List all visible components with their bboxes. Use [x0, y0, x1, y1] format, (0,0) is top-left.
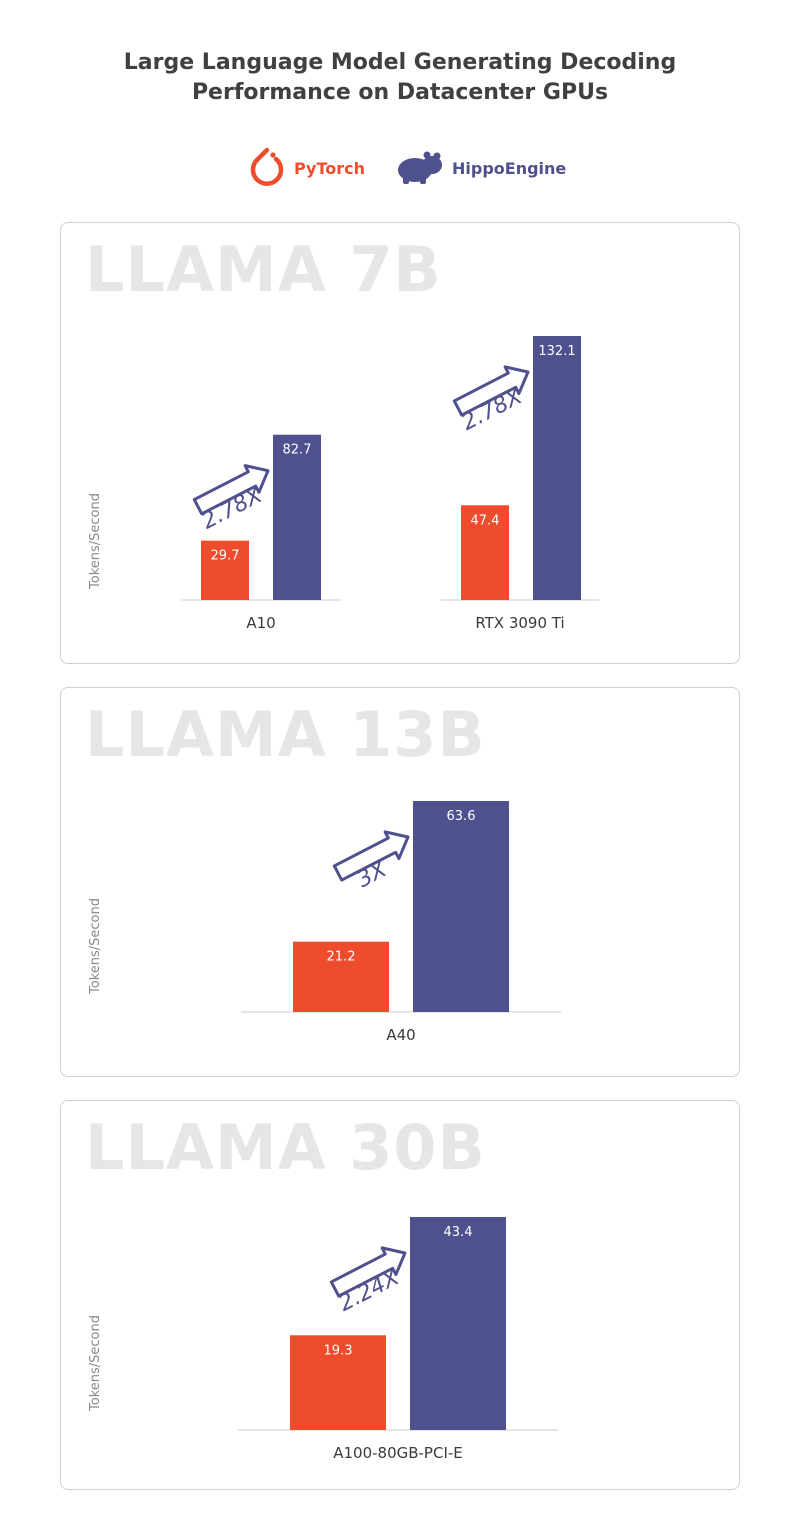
x-tick-label: A10 [246, 614, 275, 632]
panel-title: LLAMA 30B [85, 1111, 486, 1184]
panel-title: LLAMA 7B [85, 233, 442, 306]
title-line-2: Performance on Datacenter GPUs [191, 80, 609, 105]
x-tick-label: A40 [386, 1026, 415, 1044]
legend: PyTorch HippoEngine [0, 146, 800, 190]
legend-label-hippo: HippoEngine [452, 158, 567, 178]
title-line-1: Large Language Model Generating Decoding [123, 50, 677, 75]
speedup-label: 3X [353, 857, 391, 893]
y-axis-label: Tokens/Second [88, 1315, 103, 1412]
panel-llama-30b: LLAMA 30B Tokens/Second A100-80GB-PCI-E 19… [60, 1100, 740, 1490]
bar-pytorch [201, 540, 249, 600]
speedup-annotation: 2.24X [329, 1246, 407, 1317]
bar-hippoengine [273, 434, 321, 600]
speedup-label: 2.78X [458, 384, 527, 436]
bar-hippoengine [410, 1217, 506, 1430]
data-label: 21.2 [327, 950, 356, 965]
data-label: 43.4 [444, 1225, 473, 1240]
x-tick-label: RTX 3090 Ti [475, 614, 564, 632]
data-label: 47.4 [471, 513, 500, 528]
speedup-label: 2.78X [198, 483, 267, 535]
speedup-annotation: 3X [332, 830, 410, 893]
data-label: 82.7 [283, 443, 312, 458]
bar-chart-llama-7b: Tokens/Second A10 29.7 82.7 2.78X RTX 3090 Ti… [88, 336, 599, 632]
panel-llama-7b: LLAMA 7B Tokens/Second A10 29.7 82.7 2.78X RT… [60, 222, 740, 664]
panel-llama-13b: LLAMA 13B Tokens/Second A40 21.2 63.6 3X [60, 687, 740, 1077]
hippo-icon [398, 151, 442, 184]
data-label: 19.3 [324, 1343, 353, 1358]
speedup-annotation: 2.78X [452, 365, 530, 436]
bar-pytorch [293, 941, 389, 1012]
y-axis-label: Tokens/Second [88, 493, 103, 590]
bar-chart-llama-13b: Tokens/Second A40 21.2 63.6 3X [88, 801, 561, 1044]
panel-title: LLAMA 13B [85, 698, 486, 771]
speedup-arrow-icon [332, 830, 410, 882]
speedup-annotation: 2.78X [192, 464, 270, 535]
bar-hippoengine [413, 801, 509, 1012]
speedup-arrow-icon [329, 1246, 407, 1298]
y-axis-label: Tokens/Second [88, 898, 103, 995]
chart-title: Large Language Model Generating Decoding… [0, 48, 800, 108]
speedup-label: 2.24X [335, 1265, 404, 1317]
legend-item-hippo: HippoEngine [396, 146, 566, 190]
speedup-arrow-icon [452, 365, 530, 417]
x-tick-label: A100-80GB-PCI-E [333, 1444, 463, 1462]
data-label: 132.1 [538, 344, 575, 359]
data-label: 29.7 [211, 549, 240, 564]
pytorch-flame-icon [250, 147, 284, 186]
data-label: 63.6 [447, 809, 476, 824]
bar-pytorch [461, 505, 509, 600]
speedup-arrow-icon [192, 464, 270, 516]
bar-chart-llama-30b: Tokens/Second A100-80GB-PCI-E 19.3 43.4 2.24… [88, 1217, 558, 1462]
bar-hippoengine [533, 336, 581, 600]
legend-label-pytorch: PyTorch [294, 158, 365, 178]
legend-item-pytorch: PyTorch [248, 146, 365, 190]
bar-pytorch [290, 1335, 386, 1430]
